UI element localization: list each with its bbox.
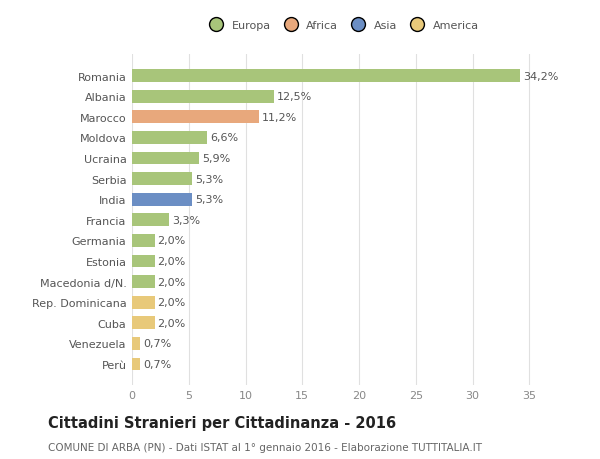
Text: 34,2%: 34,2% (523, 72, 559, 81)
Bar (132, 70, 520, 83)
Text: 6,6%: 6,6% (210, 133, 238, 143)
Bar (132, 193, 192, 206)
Bar (132, 337, 140, 350)
Text: 2,0%: 2,0% (158, 257, 186, 266)
Text: COMUNE DI ARBA (PN) - Dati ISTAT al 1° gennaio 2016 - Elaborazione TUTTITALIA.IT: COMUNE DI ARBA (PN) - Dati ISTAT al 1° g… (48, 442, 482, 452)
Text: 5,3%: 5,3% (195, 195, 223, 205)
Text: Cittadini Stranieri per Cittadinanza - 2016: Cittadini Stranieri per Cittadinanza - 2… (48, 415, 396, 431)
Bar (132, 235, 155, 247)
Text: 2,0%: 2,0% (158, 297, 186, 308)
Bar (132, 358, 140, 370)
Bar (132, 317, 155, 330)
Text: 12,5%: 12,5% (277, 92, 312, 102)
Bar (132, 90, 274, 103)
Legend: Europa, Africa, Asia, America: Europa, Africa, Asia, America (202, 17, 482, 34)
Text: 2,0%: 2,0% (158, 318, 186, 328)
Text: 0,7%: 0,7% (143, 359, 171, 369)
Text: 2,0%: 2,0% (158, 236, 186, 246)
Bar (132, 296, 155, 309)
Bar (132, 275, 155, 288)
Bar (132, 111, 259, 124)
Bar (132, 152, 199, 165)
Text: 3,3%: 3,3% (172, 215, 200, 225)
Text: 11,2%: 11,2% (262, 112, 297, 123)
Text: 2,0%: 2,0% (158, 277, 186, 287)
Text: 5,3%: 5,3% (195, 174, 223, 184)
Bar (132, 132, 207, 145)
Bar (132, 255, 155, 268)
Text: 0,7%: 0,7% (143, 339, 171, 348)
Bar (132, 173, 192, 185)
Text: 5,9%: 5,9% (202, 154, 230, 164)
Bar (132, 214, 169, 227)
